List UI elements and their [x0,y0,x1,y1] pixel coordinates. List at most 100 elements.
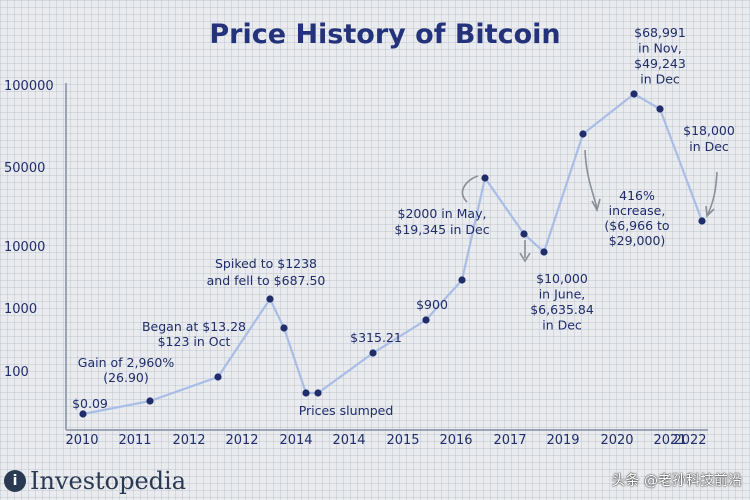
series-segment [268,297,286,330]
annotation-a3: Began at $13.28 $123 in Oct [142,319,246,349]
annotation-a6: $315.21 [350,330,402,345]
annotation-line: $315.21 [350,330,402,345]
annotation-line: $2000 in May, [398,206,487,221]
annotation-line: (26.90) [103,370,149,385]
x-tick-label: 2012 [172,433,205,448]
arrow-2022-line [707,171,718,215]
annotation-line: $18,000 [683,123,735,138]
annotation-line: in Dec [542,318,582,333]
annotations: $0.09 Gain of 2,960% (26.90) Began at $13.2… [72,25,735,418]
annotation-a9: $10,000 in June, $6,635.84 in Dec [530,271,594,333]
logo-icon: i [4,470,26,492]
x-tick-label: 2011 [118,433,151,448]
data-point [369,349,377,357]
series-segment [216,297,272,379]
arrow-2017 [461,175,479,203]
x-axis-ticks: 2010 2011 2012 2012 2014 2014 2015 2016 2017 2019… [65,433,706,448]
data-point [214,373,222,381]
data-point [458,276,466,284]
annotation-line: increase, [609,203,666,218]
arrow-2019-head [519,252,531,263]
annotation-a8: $2000 in May, $19,345 in Dec [394,206,489,237]
annotation-a7: $900 [416,297,448,312]
series-segment [632,92,662,111]
annotation-line: $19,345 in Dec [394,222,489,237]
annotation-line: Prices slumped [299,403,394,418]
x-tick-label: 2012 [225,433,258,448]
annotation-line: $123 in Oct [158,334,231,349]
x-tick-label: 2019 [546,433,579,448]
series-segment [81,399,152,416]
chart-title: Price History of Bitcoin [209,19,560,50]
y-tick-label: 100 [4,365,29,380]
annotation-line: Spiked to $1238 [215,256,317,271]
annotation-a11: $68,991 in Nov, $49,243 in Dec [634,25,686,87]
annotation-line: $0.09 [72,396,108,411]
arrow-2020-head [591,198,601,213]
y-tick-label: 10000 [4,240,45,255]
y-tick-label: 100000 [4,79,54,94]
annotation-arrows [461,149,718,263]
annotation-line: and fell to $687.50 [207,273,326,288]
annotation-line: $49,243 [634,56,686,71]
data-point [280,324,288,332]
data-point [579,130,587,138]
annotation-a12: $18,000 in Dec [683,123,735,154]
series-segment [658,107,704,223]
series-segment [522,232,546,254]
data-point [656,105,664,113]
annotation-line: $68,991 [634,25,686,40]
annotation-line: $29,000) [609,233,666,248]
investopedia-logo: i Investopedia [4,466,186,496]
series-segment [581,92,636,136]
series-segment [424,278,464,322]
annotation-line: $900 [416,297,448,312]
annotation-a10: 416% increase, ($6,966 to $29,000) [604,188,669,248]
data-point [422,316,430,324]
watermark: 头条 @老孙科技前沿 [611,473,742,489]
data-point [314,389,322,397]
annotation-line: 416% [619,188,655,203]
annotation-a1: $0.09 [72,396,108,411]
series-segment [542,132,585,254]
data-point [630,90,638,98]
x-tick-label: 2017 [493,433,526,448]
annotation-line: Began at $13.28 [142,319,246,334]
annotation-line: in Dec [640,72,680,87]
annotation-a5: Prices slumped [299,403,394,418]
data-point [540,248,548,256]
x-tick-label: 2015 [386,433,419,448]
x-tick-label: 2022 [673,433,706,448]
series-segment [316,351,375,395]
price-series [79,90,706,418]
annotation-a2: Gain of 2,960% (26.90) [78,355,175,385]
logo-text: Investopedia [30,467,187,495]
data-point [481,174,489,182]
annotation-line: in June, [539,287,586,302]
x-tick-label: 2014 [279,433,312,448]
annotation-a4: Spiked to $1238 and fell to $687.50 [207,256,326,288]
series-segment [371,318,428,355]
annotation-line: Gain of 2,960% [78,355,175,370]
data-point [302,389,310,397]
annotation-line: in Nov, [638,41,682,56]
annotation-line: $10,000 [536,271,588,286]
x-tick-label: 2016 [439,433,472,448]
series-segment [282,326,308,395]
y-axis-ticks: 100000 50000 10000 1000 100 [4,79,54,380]
arrow-2020-line [584,149,598,209]
series-segment [148,375,220,403]
x-tick-label: 2020 [600,433,633,448]
data-point [520,230,528,238]
y-tick-label: 1000 [4,302,37,317]
data-point [266,295,274,303]
data-point [698,217,706,225]
x-tick-label: 2010 [65,433,98,448]
series-segment [460,176,487,282]
axes [65,83,708,431]
annotation-line: ($6,966 to [604,218,669,233]
y-tick-label: 50000 [4,161,45,176]
data-point [146,397,154,405]
arrow-2022-head [705,205,715,218]
